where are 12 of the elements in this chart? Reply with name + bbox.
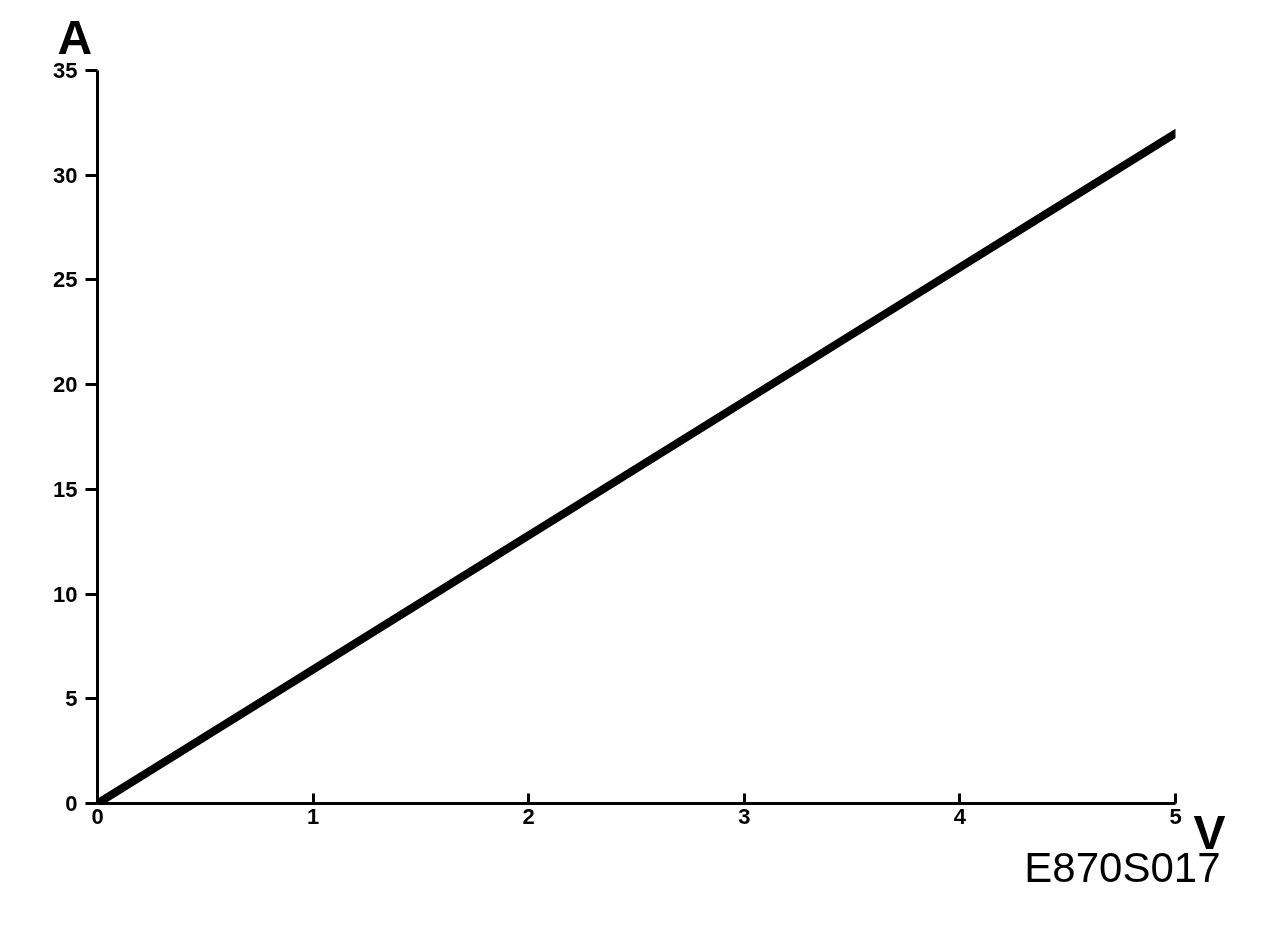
y-tick-label: 10 <box>53 581 78 607</box>
x-tick-label: 1 <box>306 803 320 829</box>
x-tick-label: 3 <box>738 803 751 829</box>
y-tick-label: 20 <box>53 372 78 398</box>
x-tick-label: 5 <box>1169 803 1182 829</box>
x-tick-label: 0 <box>91 803 104 829</box>
x-tick-label: 4 <box>953 803 967 829</box>
y-tick-label: 5 <box>65 686 78 712</box>
x-tick-label: 2 <box>522 803 535 829</box>
y-tick-label: 15 <box>53 476 78 502</box>
y-tick-label: 30 <box>53 162 78 188</box>
y-tick-label: 25 <box>53 267 78 293</box>
